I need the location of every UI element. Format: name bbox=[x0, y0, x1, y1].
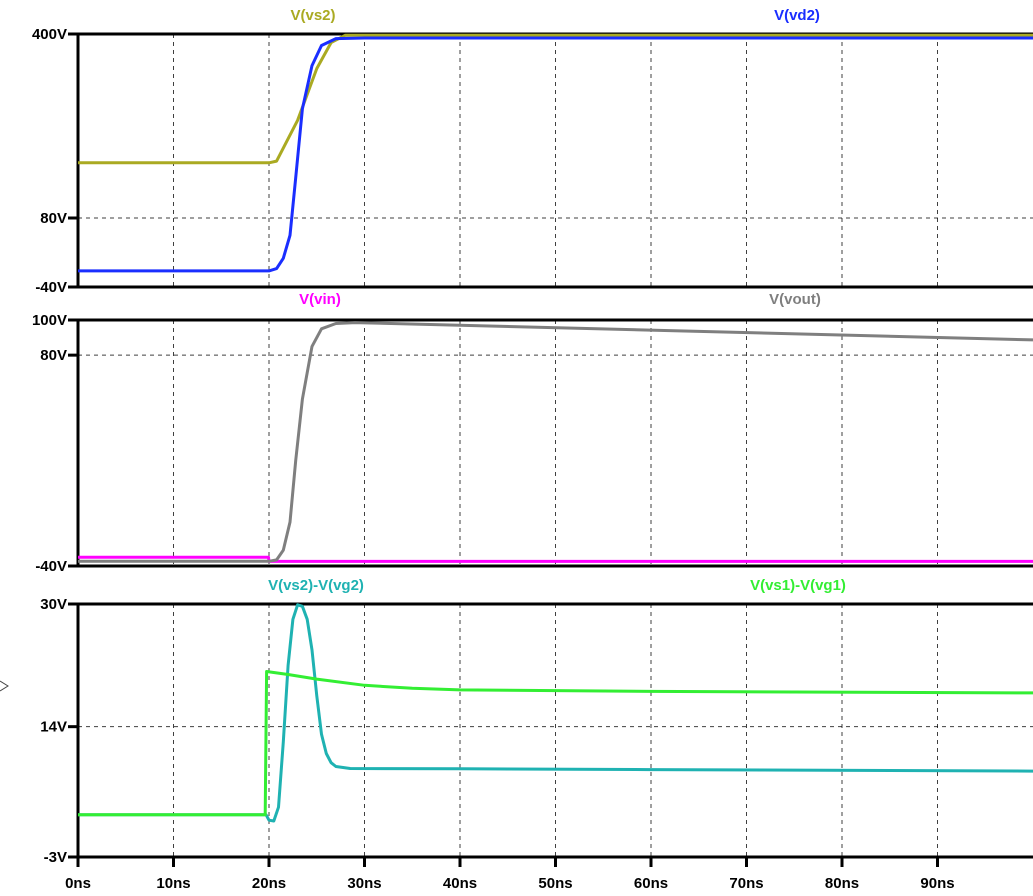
x-tick-label: 60ns bbox=[634, 875, 668, 892]
trace-label[interactable]: V(vs2)-V(vg2) bbox=[268, 577, 364, 594]
x-tick-label: 40ns bbox=[443, 875, 477, 892]
trace-v-vin[interactable] bbox=[78, 555, 1033, 563]
trace-label[interactable]: V(vs1)-V(vg1) bbox=[750, 577, 846, 594]
pane-frame bbox=[76, 318, 1033, 568]
x-tick-label: 80ns bbox=[825, 875, 859, 892]
y-tick-label: 30V bbox=[40, 596, 67, 613]
y-tick-label: 100V bbox=[32, 312, 67, 329]
y-tick-label: 80V bbox=[40, 210, 67, 227]
x-tick-label: 70ns bbox=[729, 875, 763, 892]
x-tick-label: 90ns bbox=[920, 875, 954, 892]
trace-v-vs2-v-vg2[interactable] bbox=[78, 603, 1033, 823]
trace-label[interactable]: V(vs2) bbox=[290, 7, 335, 24]
x-tick-label: 20ns bbox=[252, 875, 286, 892]
pane-1: 400V 80V -40V V(vs2) V(vd2) bbox=[32, 7, 1033, 296]
x-tick-label: 50ns bbox=[538, 875, 572, 892]
y-tick-label: -40V bbox=[35, 558, 67, 575]
plot-panes: 400V 80V -40V V(vs2) V(vd2) 100V 80V -40V V(vin)… bbox=[32, 7, 1033, 866]
trace-v-vout[interactable] bbox=[78, 321, 1033, 563]
y-tick-label: 400V bbox=[32, 26, 67, 43]
trace-label[interactable]: V(vout) bbox=[769, 291, 821, 308]
pane-frame bbox=[76, 602, 1033, 859]
pane-2: 100V 80V -40V V(vin) V(vout) bbox=[32, 291, 1033, 575]
y-tick-label: -3V bbox=[44, 849, 67, 866]
y-tick-label: 14V bbox=[40, 719, 67, 736]
pane-3: 30V 14V -3V V(vs2)-V(vg2) V(vs1)-V(vg1) bbox=[40, 577, 1033, 866]
y-tick-label: -40V bbox=[35, 279, 67, 296]
x-tick-label: 0ns bbox=[65, 875, 91, 892]
x-tick-label: 10ns bbox=[156, 875, 190, 892]
cursor-marker-icon[interactable] bbox=[0, 680, 9, 692]
pane-frame bbox=[76, 32, 1033, 289]
trace-v-vd2[interactable] bbox=[78, 36, 1033, 273]
x-axis: 0ns 10ns 20ns 30ns 40ns 50ns 60ns 70ns 80ns 90ns bbox=[65, 857, 955, 892]
trace-label[interactable]: V(vin) bbox=[299, 291, 341, 308]
y-tick-label: 80V bbox=[40, 347, 67, 364]
trace-v-vs1-v-vg1[interactable] bbox=[78, 670, 1033, 817]
trace-v-vs2[interactable] bbox=[78, 33, 1033, 165]
trace-label[interactable]: V(vd2) bbox=[774, 7, 820, 24]
x-tick-label: 30ns bbox=[347, 875, 381, 892]
